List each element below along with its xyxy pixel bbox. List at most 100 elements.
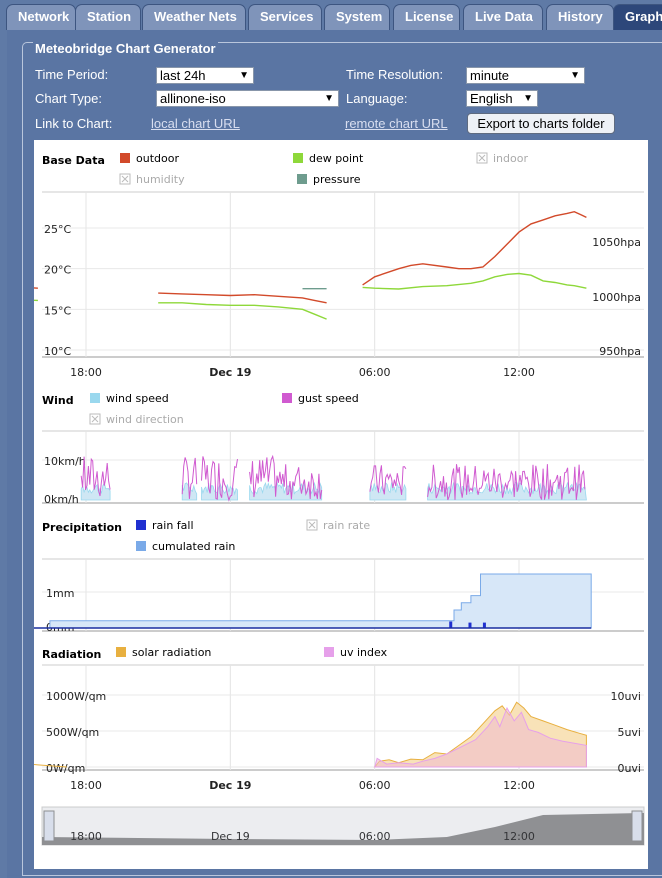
dew-point-line	[34, 272, 587, 320]
time-period-value: last 24h	[160, 68, 206, 83]
chart-type-value: allinone-iso	[160, 91, 226, 106]
chart-generator-fieldset	[22, 42, 662, 876]
wind-caption: Wind	[42, 394, 74, 407]
navigator-right-handle	[631, 810, 643, 842]
chevron-down-icon: ▼	[324, 93, 334, 104]
legend-outdoor-label: outdoor	[136, 152, 179, 165]
base-y-tick: 15°C	[44, 304, 71, 317]
base-y-right-tick: 1050hpa	[592, 236, 641, 249]
language-label: Language:	[346, 91, 408, 106]
remote-chart-url-link[interactable]: remote chart URL	[345, 116, 448, 131]
precip-y-tick: 1mm	[46, 587, 74, 600]
rad-y-tick: 500W/qm	[46, 726, 99, 739]
x-tick-label: 12:00	[503, 366, 535, 379]
tab-station[interactable]: Station	[75, 4, 141, 30]
navigator-x-tick: 18:00	[70, 830, 102, 843]
legend-uv-index-swatch	[324, 647, 334, 657]
rad-y-tick: 1000W/qm	[46, 690, 106, 703]
pressure-line	[303, 289, 587, 290]
base-y-tick: 20°C	[44, 264, 71, 277]
legend-humidity-label: humidity	[136, 173, 185, 186]
navigator-left-handle	[43, 810, 55, 842]
legend-solar-radiation-label: solar radiation	[132, 646, 211, 659]
legend-cumulated-rain-swatch	[136, 541, 146, 551]
rad-y-tick: 0W/qm	[46, 762, 85, 775]
time-resolution-select[interactable]: minute ▼	[466, 67, 585, 84]
legend-rain-fall-label: rain fall	[152, 519, 194, 532]
tab-live-data[interactable]: Live Data	[463, 4, 543, 30]
uv-index-area	[374, 706, 587, 768]
base-y-right-tick: 1000hpa	[592, 291, 641, 304]
local-chart-url-link[interactable]: local chart URL	[151, 116, 240, 131]
time-resolution-label: Time Resolution:	[346, 67, 444, 82]
tab-weather-nets[interactable]: Weather Nets	[142, 4, 246, 30]
tab-history[interactable]: History	[546, 4, 614, 30]
time-resolution-value: minute	[470, 68, 510, 83]
chart-type-label: Chart Type:	[35, 91, 102, 106]
legend-outdoor-swatch	[120, 153, 130, 163]
navigator-window	[42, 807, 644, 845]
x-tick-label: 18:00	[70, 366, 102, 379]
chart-generator-title: Meteobridge Chart Generator	[33, 41, 218, 56]
cumulated-rain-area	[34, 573, 592, 629]
x-tick-label: 12:00	[503, 779, 535, 792]
tab-license[interactable]: License	[393, 4, 460, 30]
legend-indoor-swatch-x	[478, 154, 486, 162]
x-tick-label: 18:00	[70, 779, 102, 792]
tab-services[interactable]: Services	[248, 4, 322, 30]
legend-dew-point-label: dew point	[309, 152, 364, 165]
language-select[interactable]: English ▼	[466, 90, 538, 107]
legend-wind-speed-label: wind speed	[106, 392, 169, 405]
x-tick-label: Dec 19	[209, 366, 251, 379]
chevron-down-icon: ▼	[523, 93, 533, 104]
legend-rain-fall-swatch	[136, 520, 146, 530]
link-to-chart-label: Link to Chart:	[35, 116, 113, 131]
export-charts-button[interactable]: Export to charts folder	[467, 113, 615, 134]
legend-pressure-label: pressure	[313, 173, 361, 186]
rain-fall-bar-4	[482, 622, 486, 628]
chart-canvas: Base Data outdoor dew point indoor humidity p…	[34, 140, 648, 869]
rad-y-right-tick: 0uvi	[617, 762, 641, 775]
legend-gust-speed-label: gust speed	[298, 392, 359, 405]
chart-svg: Base Data outdoor dew point indoor humidity p…	[34, 152, 645, 846]
gust-speed-line	[80, 454, 586, 502]
wind-y-tick: 0km/h	[44, 493, 79, 506]
navigator-series	[42, 813, 644, 845]
radiation-caption: Radiation	[42, 648, 101, 661]
base-y-tick: 25°C	[44, 223, 71, 236]
legend-uv-index-label: uv index	[340, 646, 388, 659]
solar-radiation-evening	[34, 764, 67, 768]
x-tick-label: 06:00	[359, 366, 391, 379]
chevron-down-icon: ▼	[239, 70, 249, 81]
legend-indoor-label: indoor	[493, 152, 528, 165]
legend-wind-direction-label: wind direction	[106, 413, 184, 426]
language-value: English	[470, 91, 513, 106]
legend-pressure-swatch	[297, 174, 307, 184]
legend-rain-rate-swatch-x	[308, 521, 316, 529]
wind-y-tick: 10km/h	[44, 455, 86, 468]
base-y-tick: 10°C	[44, 345, 71, 358]
tab-network[interactable]: Network	[6, 4, 76, 30]
chart-type-select[interactable]: allinone-iso ▼	[156, 90, 339, 107]
legend-rain-rate-label: rain rate	[323, 519, 370, 532]
time-period-select[interactable]: last 24h ▼	[156, 67, 254, 84]
base-y-right-tick: 950hpa	[599, 345, 641, 358]
chevron-down-icon: ▼	[570, 70, 580, 81]
rad-y-right-tick: 5uvi	[617, 726, 641, 739]
legend-cumulated-rain-label: cumulated rain	[152, 540, 235, 553]
outdoor-line	[34, 210, 587, 304]
rain-fall-bar-2	[449, 621, 453, 628]
base-data-caption: Base Data	[42, 154, 105, 167]
x-tick-label: Dec 19	[209, 779, 251, 792]
tab-graphs[interactable]: Graphs	[613, 4, 662, 30]
legend-solar-radiation-swatch	[116, 647, 126, 657]
legend-gust-speed-swatch	[282, 393, 292, 403]
tab-system[interactable]: System	[324, 4, 390, 30]
legend-humidity-swatch-x	[121, 175, 129, 183]
legend-wind-direction-swatch-x	[91, 415, 99, 423]
navigator-x-tick: Dec 19	[211, 830, 250, 843]
legend-dew-point-swatch	[293, 153, 303, 163]
time-period-label: Time Period:	[35, 67, 109, 82]
precipitation-caption: Precipitation	[42, 521, 122, 534]
tab-bar: Network Station Weather Nets Services Sy…	[0, 0, 662, 32]
